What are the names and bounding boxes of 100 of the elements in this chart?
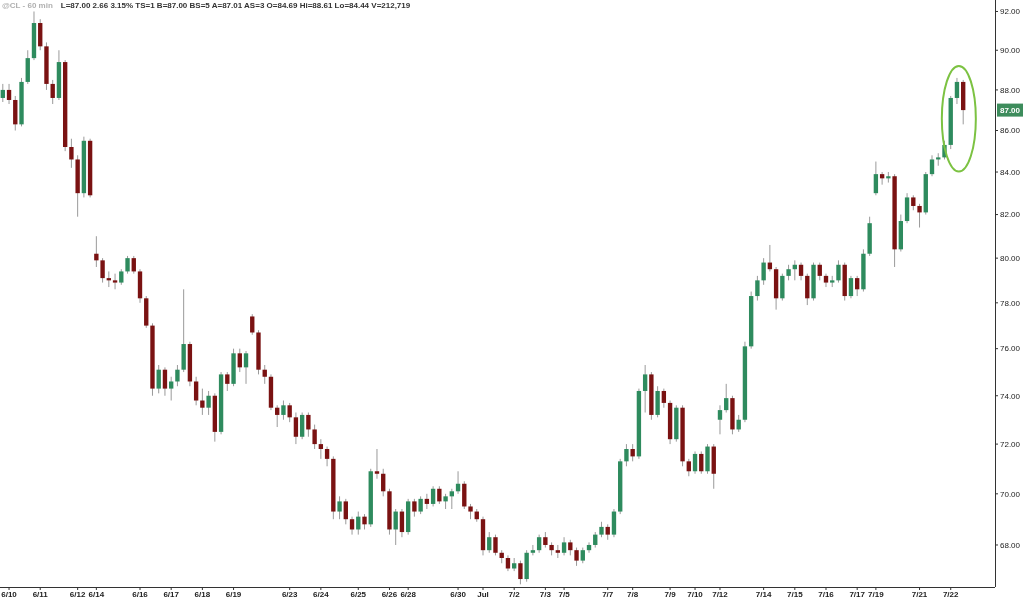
candlestick	[611, 508, 617, 538]
candlestick	[904, 192, 910, 224]
candlestick	[848, 275, 854, 299]
candlestick	[337, 495, 342, 520]
candlestick	[169, 376, 174, 402]
x-tick-label: 7/15	[787, 590, 804, 599]
x-tick-label: 7/10	[687, 590, 704, 599]
candlestick	[661, 388, 667, 409]
y-tick-label: 84.00	[1000, 167, 1021, 177]
candlestick	[293, 412, 299, 445]
candlestick	[156, 364, 161, 394]
candlestick	[50, 79, 55, 105]
candlestick	[530, 544, 536, 556]
x-tick-label: 7/8	[627, 590, 639, 599]
candlestick	[493, 534, 498, 556]
x-tick-label: 7/17	[849, 590, 866, 599]
x-tick-label: 7/22	[942, 590, 960, 599]
x-tick-label: 6/12	[69, 590, 86, 599]
candlestick	[724, 383, 729, 414]
chart-subtitle: L=87.00 2.66 3.15% TS=1 B=87.00 BS=5 A=87.01 AS=3 O=84.69 Hi=88.61 Lo=84.44 V=212,719	[60, 1, 411, 11]
y-tick-label: 74.00	[1000, 391, 1021, 401]
candlestick	[112, 273, 118, 290]
candlestick	[755, 275, 760, 302]
x-tick-label: 6/16	[132, 590, 149, 599]
y-tick-label: 68.00	[1000, 540, 1021, 550]
candlestick	[287, 402, 292, 423]
x-tick-label: Jul	[477, 590, 489, 599]
candlestick	[324, 446, 330, 467]
candlestick	[954, 77, 960, 105]
candlestick	[318, 438, 324, 460]
candlestick	[0, 83, 5, 103]
candlestick	[536, 534, 542, 554]
candlestick	[374, 448, 380, 480]
x-tick-label: 6/17	[163, 590, 180, 599]
x-tick-label: 6/24	[313, 590, 330, 599]
candlestick	[642, 364, 648, 414]
candlestick	[929, 154, 935, 177]
candlestick	[487, 531, 492, 554]
x-tick-label: 7/16	[818, 590, 835, 599]
candlestick	[518, 560, 523, 585]
x-tick-label: 7/12	[712, 590, 729, 599]
candlestick	[69, 138, 74, 169]
y-tick-label: 88.00	[1000, 85, 1021, 95]
candlestick	[38, 18, 43, 51]
candlestick	[430, 485, 436, 507]
candlestick	[574, 547, 579, 567]
x-tick-label: 6/30	[450, 590, 467, 599]
x-tick-label: 7/9	[664, 590, 677, 599]
x-tick-label: 6/14	[88, 590, 105, 599]
candlestick	[6, 83, 12, 105]
candlestick	[312, 424, 317, 450]
candlestick	[873, 161, 879, 196]
candlestick	[225, 371, 230, 392]
x-tick-label: 7/5	[558, 590, 571, 599]
candlestick	[854, 275, 860, 297]
candlestick	[561, 536, 567, 556]
y-tick-label: 72.00	[1000, 439, 1021, 449]
candlestick	[917, 203, 922, 229]
candlestick	[805, 273, 810, 306]
candlestick	[200, 388, 205, 416]
candlestick	[250, 313, 255, 336]
candlestick	[624, 443, 629, 467]
x-tick-label: 7/7	[602, 590, 614, 599]
x-tick-label: 6/26	[381, 590, 398, 599]
y-tick-label: 80.00	[1000, 253, 1021, 263]
y-tick-label: 70.00	[1000, 489, 1021, 499]
candlestick	[281, 400, 286, 421]
y-tick-label: 86.00	[1000, 126, 1021, 136]
candlestick	[25, 49, 30, 85]
candlestick	[262, 364, 267, 385]
x-tick-label: 7/14	[755, 590, 772, 599]
candlestick	[424, 493, 430, 510]
x-tick-label: 7/19	[868, 590, 885, 599]
y-tick-label: 92.00	[1000, 7, 1021, 17]
x-tick-label: 6/25	[350, 590, 367, 599]
candlestick	[343, 498, 348, 525]
x-tick-label: 7/21	[911, 590, 928, 599]
candlestick	[836, 259, 841, 284]
candlestick	[780, 273, 785, 302]
x-tick-label: 7/3	[539, 590, 552, 599]
x-tick-label: 6/23	[281, 590, 299, 599]
candlestick	[761, 257, 766, 286]
candlestick	[449, 488, 454, 510]
x-tick-label: 6/19	[225, 590, 242, 599]
candlestick	[299, 412, 305, 440]
x-tick-label: 7/2	[508, 590, 521, 599]
candlestick	[175, 364, 180, 387]
x-tick-label: 6/18	[194, 590, 211, 599]
y-tick-label: 90.00	[1000, 46, 1021, 56]
candlestick	[655, 385, 660, 418]
chart-title: @CL - 60 min	[2, 1, 53, 11]
candlestick	[823, 273, 829, 288]
y-tick-label: 76.00	[1000, 344, 1021, 354]
candlestick	[237, 348, 242, 373]
candlestick	[399, 508, 405, 538]
x-tick-label: 6/11	[32, 590, 49, 599]
candlestick	[193, 376, 199, 406]
y-tick-label: 82.00	[1000, 210, 1021, 220]
candlestick	[206, 390, 211, 416]
x-tick-label: 6/28	[400, 590, 417, 599]
